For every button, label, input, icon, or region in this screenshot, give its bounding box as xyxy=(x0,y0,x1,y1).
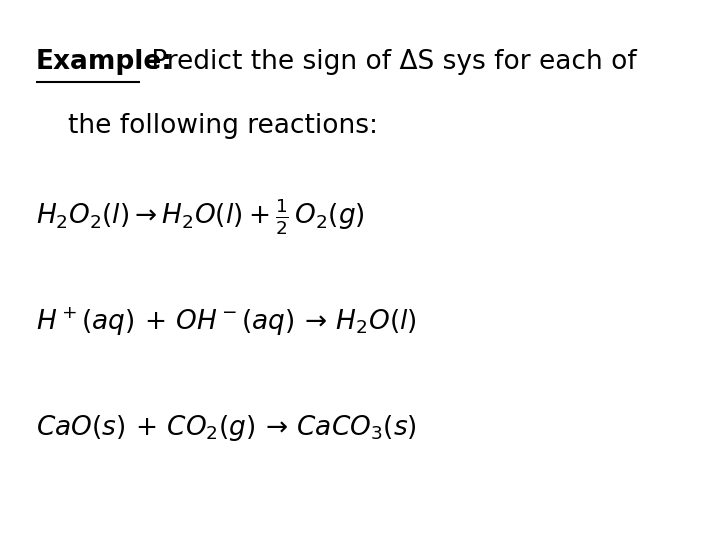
Text: Example:: Example: xyxy=(36,49,173,75)
Text: the following reactions:: the following reactions: xyxy=(68,113,379,139)
Text: $H_2O_2(l)\rightarrow H_2O(l) + \frac{1}{2}\, O_2(g)$: $H_2O_2(l)\rightarrow H_2O(l) + \frac{1}… xyxy=(36,197,365,238)
Text: $H^+(aq)\, +\, OH^-(aq)\, \rightarrow\, H_2O(l)$: $H^+(aq)\, +\, OH^-(aq)\, \rightarrow\, … xyxy=(36,305,417,338)
Text: $CaO(s)\, +\, CO_2(g)\, \rightarrow\, CaCO_3(s)$: $CaO(s)\, +\, CO_2(g)\, \rightarrow\, Ca… xyxy=(36,413,417,443)
Text: Predict the sign of ΔS sys for each of: Predict the sign of ΔS sys for each of xyxy=(143,49,636,75)
